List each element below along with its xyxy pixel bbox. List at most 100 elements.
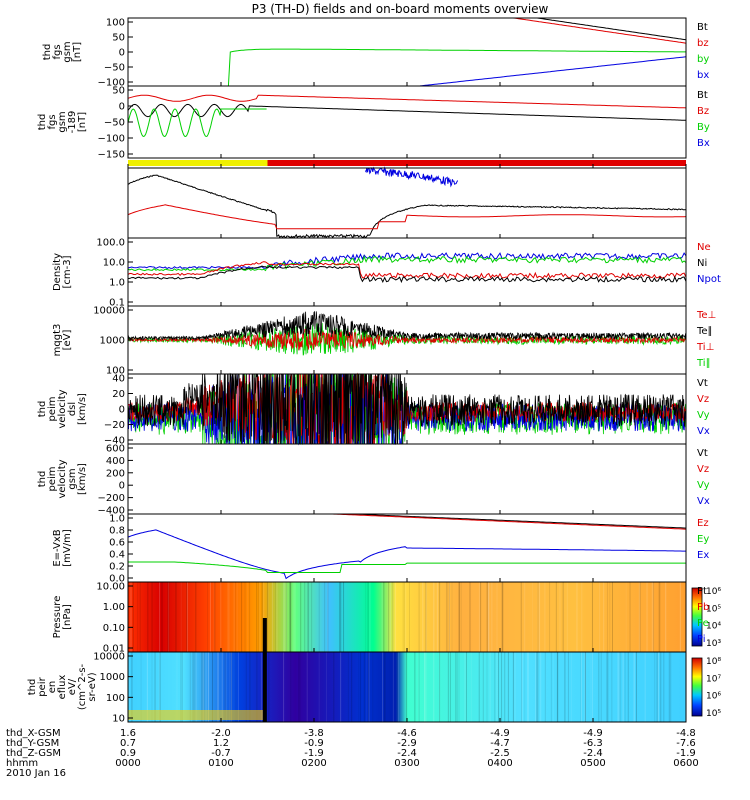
colorbar-tick-label: 10⁴ xyxy=(706,622,721,632)
legend-entry-Te∥: Te∥ xyxy=(696,326,713,337)
y-tick-label: 1000 xyxy=(100,672,125,683)
y-axis-label: velocity xyxy=(57,389,68,428)
panel-frame xyxy=(127,167,687,239)
legend-entry-Ti⊥: Ti⊥ xyxy=(696,342,714,353)
series-line-Bz xyxy=(127,94,687,109)
y-tick-label: 1000 xyxy=(100,336,125,347)
y-tick-label: −40 xyxy=(104,436,125,447)
y-tick-label: 0 xyxy=(119,48,125,59)
colorbar-tick-label: 10⁵ xyxy=(706,604,721,614)
colorbar-tick-label: 10⁶ xyxy=(706,587,721,597)
y-tick-label: −50 xyxy=(104,63,125,74)
data-gap-marker xyxy=(262,652,267,722)
legend-entry-Bt: Bt xyxy=(697,22,708,33)
time-axis-row-label: hhmm xyxy=(6,758,38,769)
y-axis-label: gsm xyxy=(57,111,68,132)
time-axis-value: 0.7 xyxy=(120,738,136,749)
y-axis-label: E=-VxB xyxy=(52,529,63,566)
y-tick-label: −20 xyxy=(104,420,125,431)
time-axis-value: 1.6 xyxy=(120,728,136,739)
time-axis-value: -2.4 xyxy=(397,748,417,759)
time-axis-value: -7.6 xyxy=(676,738,696,749)
legend-entry-Vx: Vx xyxy=(697,496,710,507)
y-tick-label: 10.0 xyxy=(103,258,125,269)
y-tick-label: 1.0 xyxy=(109,278,125,289)
legend-entry-Vy: Vy xyxy=(697,410,710,421)
legend-entry-Pb: Pb xyxy=(697,602,709,613)
spectrogram-fill xyxy=(128,582,686,652)
y-tick-label: −400 xyxy=(98,506,125,517)
y-axis-label: [cm-3] xyxy=(62,255,73,288)
legend-entry-By: By xyxy=(697,122,710,133)
legend-entry-bx: bx xyxy=(697,70,709,81)
colorbar xyxy=(691,587,703,647)
y-tick-label: 0.8 xyxy=(109,526,125,537)
legend-entry-Vz: Vz xyxy=(697,394,709,405)
y-tick-label: 1.0 xyxy=(109,514,125,525)
y-axis-label: gsm xyxy=(62,41,73,62)
legend-entry-Pe: Pe xyxy=(697,618,709,629)
colorbar-tick-label: 10⁸ xyxy=(706,657,721,667)
series-line-Te-perp xyxy=(127,261,687,280)
y-axis-label: thd xyxy=(42,44,53,61)
legend-entry-Ni: Ni xyxy=(697,258,707,269)
time-axis-value: 0600 xyxy=(673,758,698,769)
legend-entry-Bz: Bz xyxy=(697,106,709,117)
series-line-bz xyxy=(304,17,687,44)
time-axis-value: 0400 xyxy=(487,758,512,769)
series-line-Bt xyxy=(304,17,687,41)
y-tick-label: 1.00 xyxy=(103,602,125,613)
mode-bar-segment-1 xyxy=(267,160,686,166)
y-axis-label: fgs xyxy=(52,44,63,59)
colorbar xyxy=(691,657,703,717)
legend-entry-Pi: Pi xyxy=(697,634,706,645)
y-tick-label: 0.10 xyxy=(103,623,125,634)
y-tick-label: 10000 xyxy=(93,652,125,663)
y-tick-label: 0.01 xyxy=(103,644,125,655)
legend-entry-Vz: Vz xyxy=(697,464,709,475)
time-axis-row-label: thd_X-GSM xyxy=(6,728,61,739)
series-line-bx xyxy=(388,56,687,87)
y-tick-label: −150 xyxy=(98,150,125,161)
mode-bar-segment-0 xyxy=(128,160,268,166)
y-axis-label: fgs xyxy=(47,114,58,129)
y-axis-label: thd xyxy=(37,401,48,418)
legend-entry-Vt: Vt xyxy=(697,448,708,459)
time-axis-value: 0100 xyxy=(208,758,233,769)
y-tick-label: −100 xyxy=(98,134,125,145)
y-tick-label: 0.2 xyxy=(109,562,125,573)
series-line-Ne xyxy=(127,204,687,230)
series-line-Pb xyxy=(314,513,687,530)
y-axis-label: [nT] xyxy=(72,42,83,62)
y-axis-label: peim xyxy=(47,466,58,491)
time-axis-value: -4.9 xyxy=(490,728,510,739)
y-tick-label: −200 xyxy=(98,493,125,504)
y-tick-label: 50 xyxy=(112,86,125,97)
time-axis-value: -1.9 xyxy=(676,748,696,759)
legend-entry-by: by xyxy=(697,54,709,65)
y-tick-label: −100 xyxy=(98,78,125,89)
figure-title: P3 (TH-D) fields and on-board moments ov… xyxy=(252,2,549,16)
y-tick-label: 600 xyxy=(106,444,125,455)
y-axis-label: [km/s] xyxy=(77,393,88,425)
series-line-Ti-perp xyxy=(127,252,687,270)
y-tick-label: 100 xyxy=(106,366,125,377)
y-axis-label: Density xyxy=(52,253,63,291)
colorbar-tick-label: 10⁶ xyxy=(706,692,721,702)
series-line-Ni xyxy=(127,174,687,239)
y-tick-label: 0 xyxy=(119,102,125,113)
series-line-Pi xyxy=(127,529,686,580)
y-tick-label: 20 xyxy=(112,389,125,400)
legend-entry-Ti∥: Ti∥ xyxy=(696,358,711,369)
y-axis-label: dsl xyxy=(67,402,78,416)
y-tick-label: 50 xyxy=(112,33,125,44)
time-axis-value: 0200 xyxy=(301,758,326,769)
series-line-Pe xyxy=(128,561,686,573)
time-axis-value: -4.7 xyxy=(490,738,510,749)
y-axis-label: peim xyxy=(47,396,58,421)
time-axis-value: -4.9 xyxy=(583,728,603,739)
y-tick-label: 10 xyxy=(112,714,125,725)
y-axis-label: -189 xyxy=(67,111,78,134)
spectrogram-low-energy-band xyxy=(128,710,263,720)
